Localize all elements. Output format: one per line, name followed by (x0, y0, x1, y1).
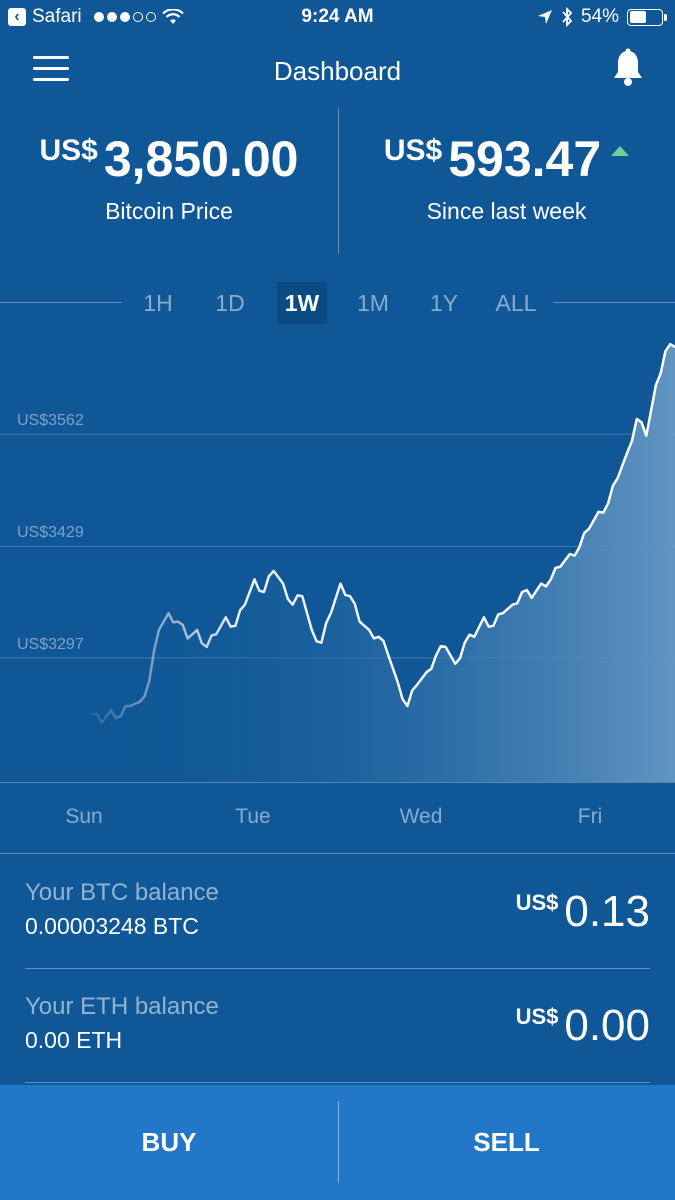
menu-icon[interactable] (33, 56, 69, 82)
bitcoin-price-block: US$ 3,850.00 Bitcoin Price (0, 108, 338, 256)
bluetooth-icon (562, 7, 573, 27)
price-area-fill (92, 344, 675, 782)
btc-balance-amount: 0.00003248 BTC (25, 913, 199, 939)
range-tab-1w[interactable]: 1W (277, 282, 327, 324)
chart-x-axis: Sun Tue Wed Fri (0, 782, 675, 854)
currency-label: US$ (39, 134, 98, 167)
weekly-change-label: Since last week (426, 198, 587, 224)
trend-up-icon (611, 146, 630, 156)
balances-list: Your BTC balance 0.00003248 BTC US$ 0.13 … (0, 855, 675, 1083)
action-divider (338, 1101, 339, 1183)
eth-balance-value: US$ 0.00 (516, 1001, 650, 1051)
nav-bar: Dashboard (0, 36, 675, 104)
weekly-change-block: US$ 593.47 Since last week (338, 108, 675, 256)
currency-label: US$ (515, 890, 559, 915)
y-tick-label: US$3297 (17, 635, 84, 653)
btc-balance-title: Your BTC balance (25, 879, 219, 906)
status-time: 9:24 AM (301, 6, 374, 27)
range-tab-all[interactable]: ALL (495, 290, 537, 316)
header-divider (338, 108, 339, 254)
bell-icon[interactable] (611, 48, 645, 88)
battery-icon (627, 8, 667, 26)
btc-balance-usd: 0.13 (564, 887, 650, 936)
eth-balance-title: Your ETH balance (25, 993, 219, 1020)
range-line-left (0, 302, 122, 303)
y-tick-label: US$3562 (17, 412, 84, 430)
buy-button[interactable]: BUY (141, 1127, 197, 1157)
y-tick-label: US$3429 (17, 524, 84, 542)
range-tab-1m[interactable]: 1M (357, 290, 389, 316)
action-bar: BUY SELL (0, 1085, 675, 1200)
price-line (91, 342, 675, 725)
weekly-change-number: 593.47 (448, 131, 602, 187)
weekly-change-value: US$ 593.47 (338, 130, 675, 188)
wifi-icon (161, 9, 184, 24)
battery-percent: 54% (580, 6, 619, 27)
x-tick-tue: Tue (235, 805, 271, 828)
x-tick-fri: Fri (577, 805, 603, 828)
bitcoin-price-value: US$ 3,850.00 (0, 130, 338, 188)
status-left: ‹ Safari (8, 6, 184, 28)
status-right: 54% (537, 6, 667, 28)
sell-button[interactable]: SELL (473, 1127, 540, 1157)
signal-dots-icon (93, 12, 156, 22)
range-tab-1h[interactable]: 1H (143, 290, 173, 316)
location-icon (537, 10, 552, 24)
btc-balance-row[interactable]: Your BTC balance 0.00003248 BTC US$ 0.13 (25, 855, 650, 969)
price-header: US$ 3,850.00 Bitcoin Price US$ 593.47 Sinc… (0, 108, 675, 256)
range-line-right (553, 302, 675, 303)
eth-balance-usd: 0.00 (564, 1001, 650, 1050)
status-bar: ‹ Safari 9:24 AM 54% (0, 0, 675, 36)
x-tick-sun: Sun (65, 805, 103, 828)
page-title: Dashboard (273, 56, 402, 86)
back-app-label[interactable]: Safari (32, 6, 82, 27)
bitcoin-price-label: Bitcoin Price (105, 198, 233, 224)
x-tick-wed: Wed (399, 805, 443, 828)
btc-balance-value: US$ 0.13 (516, 887, 650, 937)
range-tab-1y[interactable]: 1Y (429, 290, 459, 316)
back-to-app-icon[interactable]: ‹ (8, 8, 26, 26)
eth-balance-row[interactable]: Your ETH balance 0.00 ETH US$ 0.00 (25, 969, 650, 1083)
range-selector: 1H 1D 1W 1M 1Y ALL (0, 280, 675, 326)
currency-label: US$ (515, 1004, 559, 1029)
eth-balance-amount: 0.00 ETH (25, 1027, 123, 1053)
bitcoin-price-number: 3,850.00 (103, 131, 299, 187)
price-chart[interactable]: US$3562 US$3429 US$3297 (0, 326, 675, 782)
price-chart-svg (0, 342, 675, 782)
currency-label: US$ (383, 134, 443, 167)
range-tab-1d[interactable]: 1D (215, 290, 245, 316)
